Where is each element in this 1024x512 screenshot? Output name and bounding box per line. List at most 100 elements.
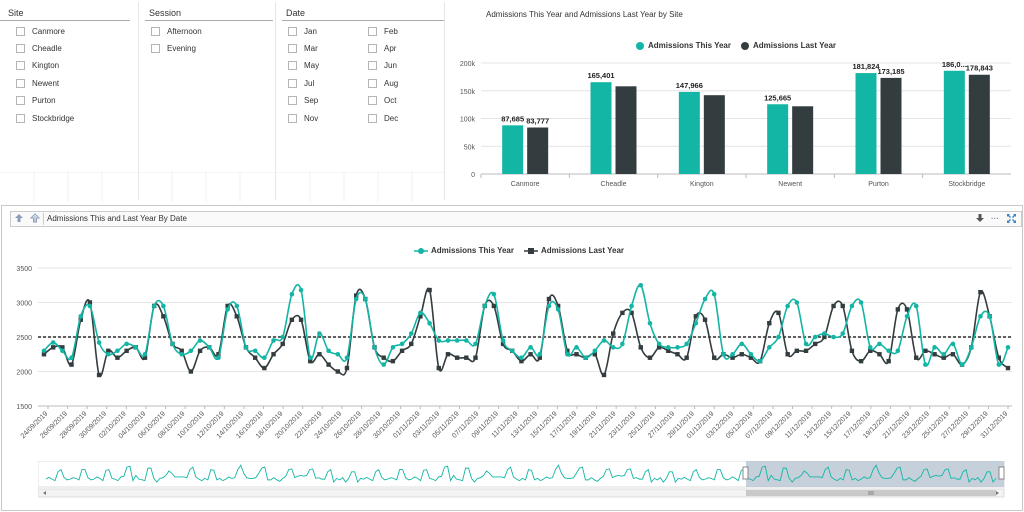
- point-this-year[interactable]: [464, 338, 469, 343]
- point-last-year[interactable]: [280, 341, 285, 347]
- point-last-year[interactable]: [978, 289, 983, 295]
- point-last-year[interactable]: [289, 317, 295, 322]
- point-this-year[interactable]: [1005, 345, 1011, 350]
- point-last-year[interactable]: [96, 372, 102, 378]
- point-this-year[interactable]: [565, 351, 570, 357]
- point-last-year[interactable]: [574, 352, 579, 357]
- point-last-year[interactable]: [611, 331, 616, 336]
- point-last-year[interactable]: [344, 365, 350, 371]
- navigator-left-handle[interactable]: [742, 466, 749, 480]
- point-last-year[interactable]: [500, 341, 506, 347]
- point-this-year[interactable]: [913, 303, 919, 309]
- checkbox[interactable]: [288, 60, 297, 70]
- site-option-purton[interactable]: Purton: [16, 94, 56, 106]
- point-this-year[interactable]: [968, 345, 974, 350]
- point-last-year[interactable]: [675, 352, 680, 357]
- point-this-year[interactable]: [766, 345, 772, 350]
- point-last-year[interactable]: [546, 296, 552, 302]
- point-this-year[interactable]: [666, 345, 671, 350]
- point-this-year[interactable]: [702, 296, 708, 302]
- point-this-year[interactable]: [170, 341, 175, 347]
- point-last-year[interactable]: [87, 300, 93, 305]
- point-this-year[interactable]: [895, 348, 901, 354]
- point-last-year[interactable]: [886, 358, 891, 364]
- point-last-year[interactable]: [225, 303, 230, 309]
- point-last-year[interactable]: [473, 355, 478, 360]
- site-option-stockbridge[interactable]: Stockbridge: [16, 112, 74, 124]
- point-last-year[interactable]: [262, 365, 267, 371]
- scroll-left-icon[interactable]: [43, 491, 46, 495]
- site-option-cheadle[interactable]: Cheadle: [16, 42, 62, 54]
- point-last-year[interactable]: [858, 358, 864, 364]
- point-last-year[interactable]: [298, 317, 304, 322]
- point-this-year[interactable]: [610, 345, 616, 350]
- point-this-year[interactable]: [555, 307, 561, 312]
- point-this-year[interactable]: [307, 355, 313, 360]
- point-this-year[interactable]: [500, 338, 506, 343]
- point-this-year[interactable]: [932, 345, 937, 350]
- legend-item-last-year[interactable]: Admissions Last Year: [741, 41, 836, 50]
- point-this-year[interactable]: [436, 338, 442, 343]
- navigator-selection[interactable]: [746, 461, 1004, 487]
- expand-icon[interactable]: [1005, 213, 1017, 225]
- point-last-year[interactable]: [124, 348, 129, 353]
- point-this-year[interactable]: [528, 345, 533, 350]
- hierarchy-icon[interactable]: [29, 213, 41, 225]
- point-this-year[interactable]: [739, 341, 745, 347]
- point-last-year[interactable]: [932, 352, 937, 357]
- arrow-up-icon[interactable]: [13, 213, 25, 225]
- point-last-year[interactable]: [666, 348, 671, 353]
- point-last-year[interactable]: [491, 303, 497, 309]
- point-last-year[interactable]: [923, 348, 928, 353]
- point-this-year[interactable]: [124, 341, 129, 347]
- point-last-year[interactable]: [464, 355, 469, 360]
- point-last-year[interactable]: [785, 352, 790, 357]
- point-this-year[interactable]: [326, 348, 331, 354]
- point-this-year[interactable]: [647, 320, 653, 326]
- point-last-year[interactable]: [803, 348, 809, 353]
- point-this-year[interactable]: [372, 345, 377, 350]
- point-last-year[interactable]: [638, 345, 643, 350]
- point-this-year[interactable]: [656, 341, 662, 347]
- point-this-year[interactable]: [803, 341, 809, 347]
- checkbox[interactable]: [288, 113, 297, 123]
- point-last-year[interactable]: [702, 317, 708, 322]
- point-this-year[interactable]: [721, 351, 726, 357]
- point-last-year[interactable]: [684, 355, 689, 360]
- point-last-year[interactable]: [555, 303, 561, 309]
- more-icon[interactable]: ···: [991, 214, 999, 223]
- point-this-year[interactable]: [445, 338, 451, 343]
- point-this-year[interactable]: [959, 362, 965, 367]
- point-this-year[interactable]: [87, 303, 93, 309]
- point-last-year[interactable]: [831, 303, 836, 309]
- point-last-year[interactable]: [50, 345, 56, 350]
- point-this-year[interactable]: [454, 338, 460, 343]
- point-this-year[interactable]: [161, 303, 166, 309]
- scroll-right-icon[interactable]: [996, 491, 999, 495]
- point-this-year[interactable]: [620, 341, 625, 347]
- point-this-year[interactable]: [776, 334, 781, 340]
- point-this-year[interactable]: [69, 355, 74, 360]
- site-option-canmore[interactable]: Canmore: [16, 25, 65, 37]
- bar-this-year[interactable]: [943, 70, 965, 174]
- point-this-year[interactable]: [812, 334, 818, 340]
- point-this-year[interactable]: [151, 303, 157, 309]
- point-this-year[interactable]: [408, 331, 414, 336]
- point-last-year[interactable]: [216, 352, 221, 357]
- point-this-year[interactable]: [206, 345, 212, 350]
- checkbox[interactable]: [288, 95, 297, 105]
- checkbox[interactable]: [16, 60, 25, 70]
- point-this-year[interactable]: [188, 348, 194, 354]
- point-last-year[interactable]: [730, 355, 735, 360]
- checkbox[interactable]: [368, 43, 377, 53]
- site-option-newent[interactable]: Newent: [16, 77, 59, 89]
- point-this-year[interactable]: [638, 282, 644, 288]
- date-option-nov[interactable]: Nov: [288, 112, 318, 124]
- checkbox[interactable]: [16, 113, 25, 123]
- point-last-year[interactable]: [767, 321, 772, 326]
- point-this-year[interactable]: [252, 348, 258, 354]
- point-last-year[interactable]: [868, 348, 873, 353]
- point-last-year[interactable]: [317, 352, 322, 357]
- point-last-year[interactable]: [776, 310, 781, 316]
- point-last-year[interactable]: [739, 352, 744, 357]
